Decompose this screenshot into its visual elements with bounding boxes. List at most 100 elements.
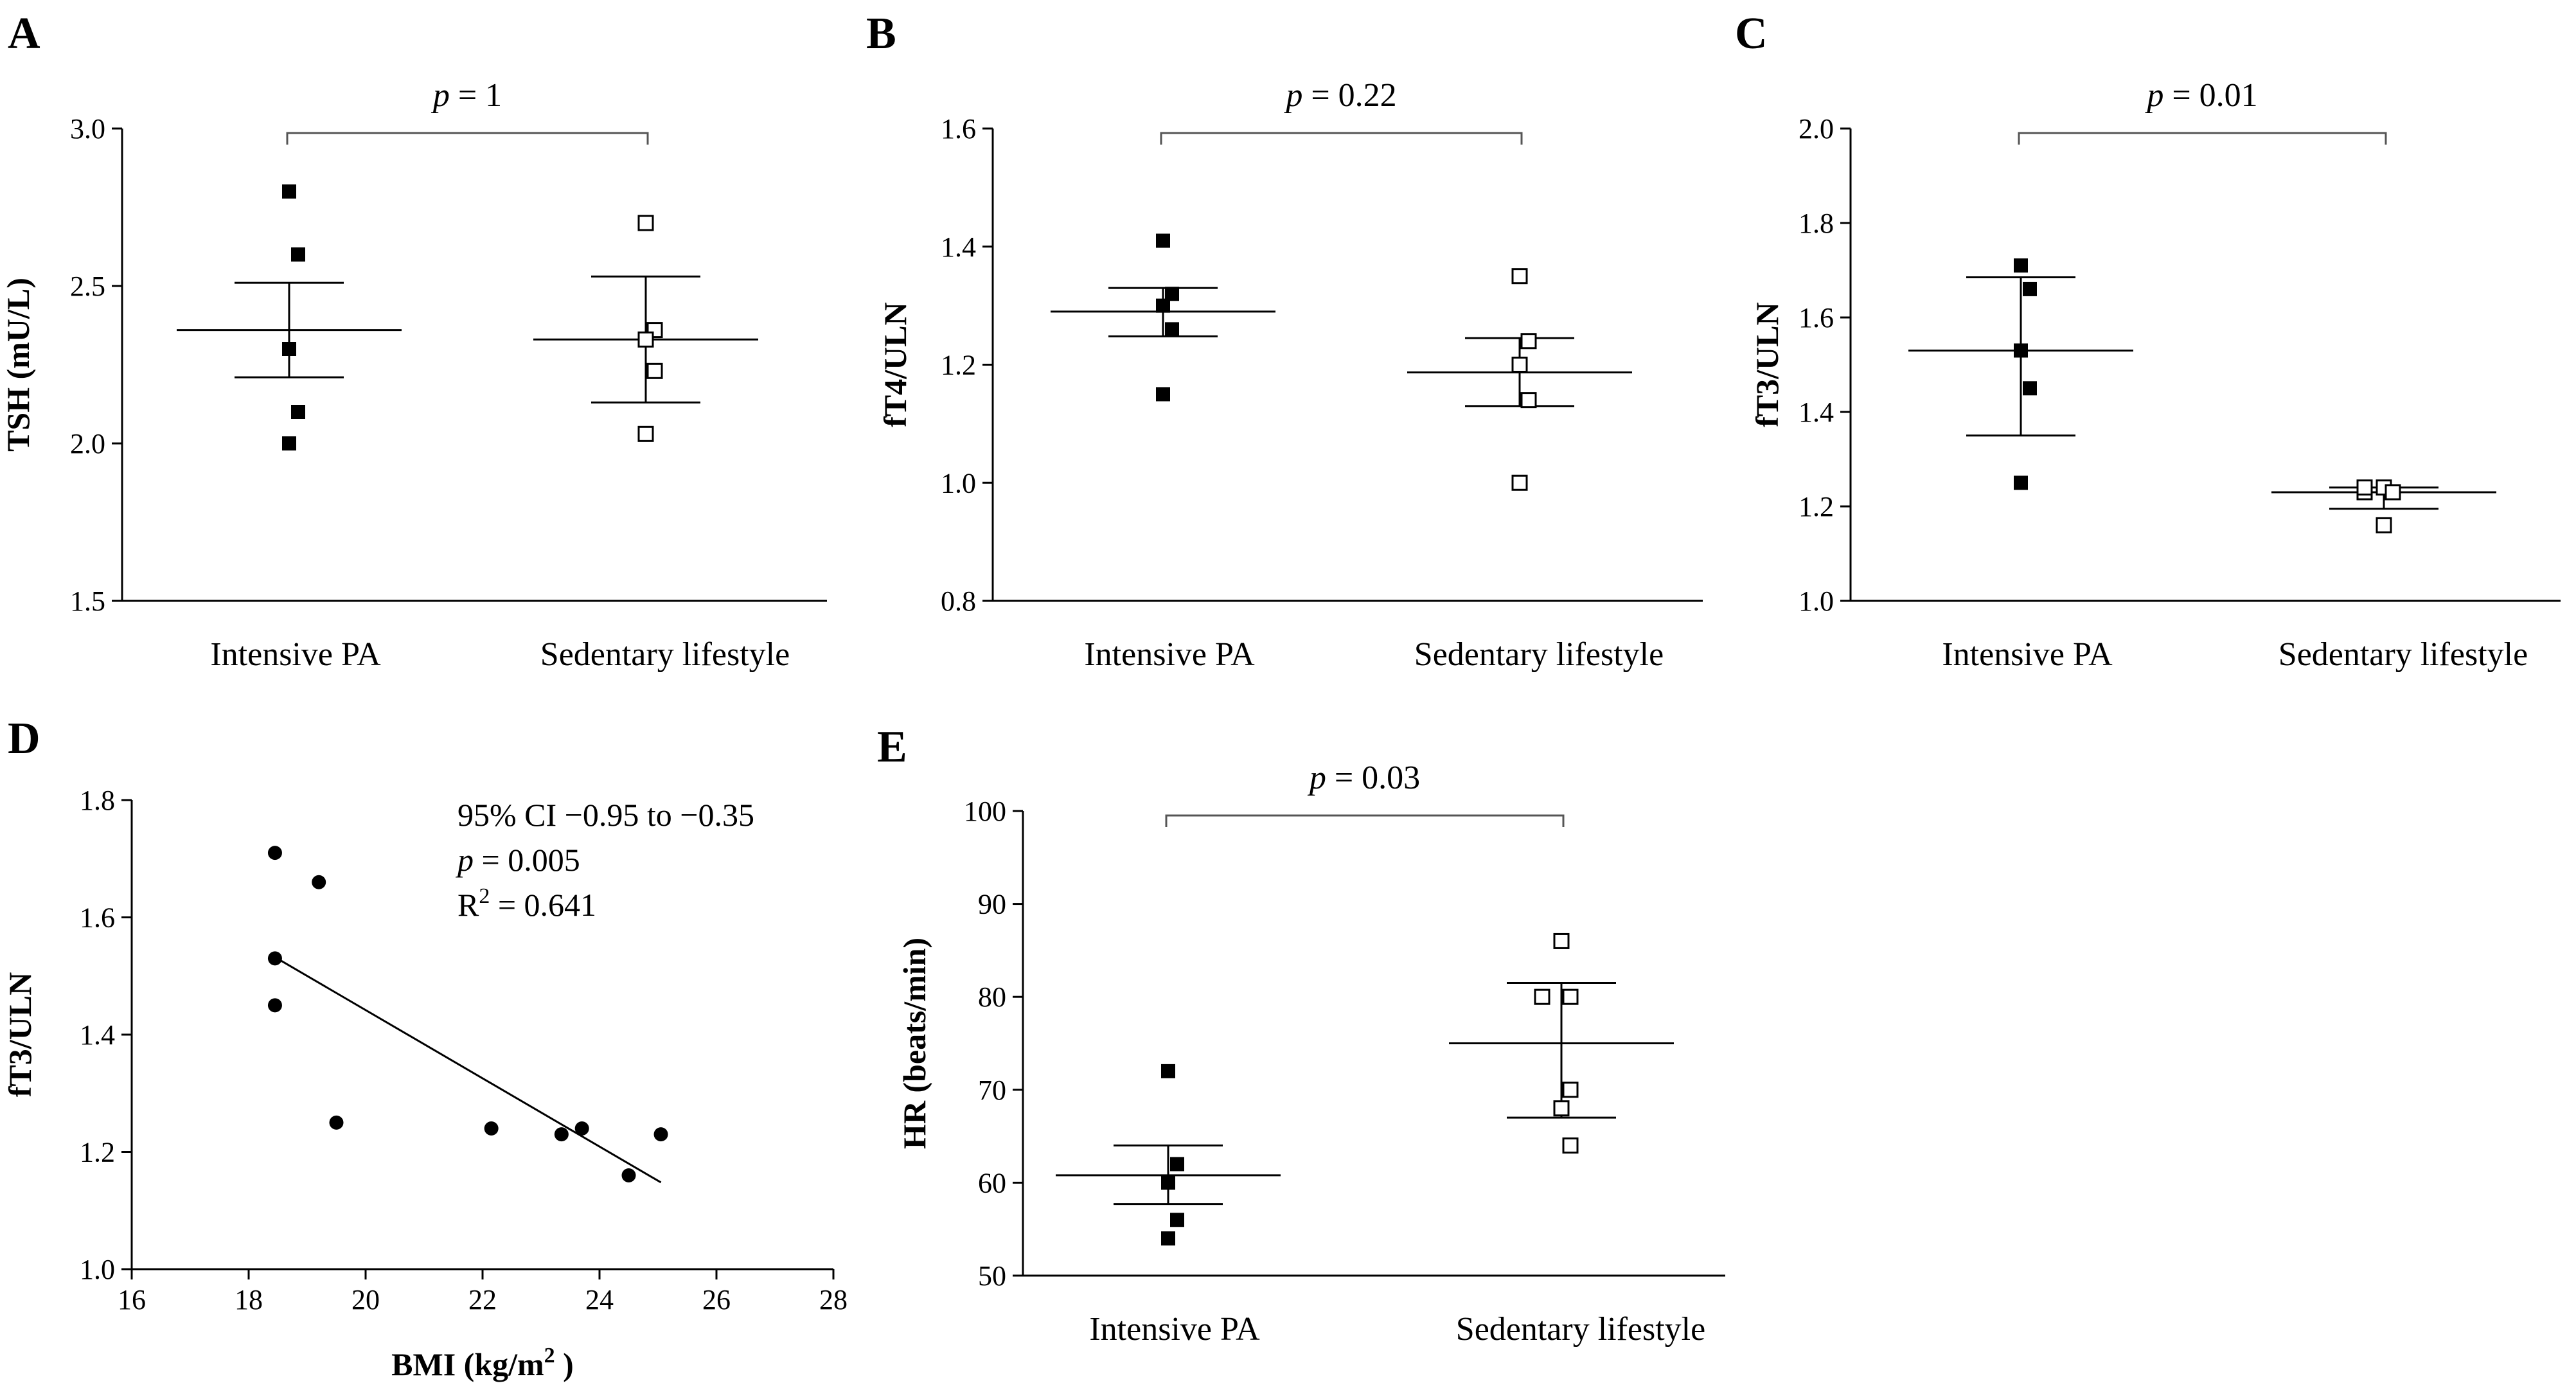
data-point <box>621 1168 636 1182</box>
y-tick-label: 1.2 <box>80 1137 115 1168</box>
category-label: Sedentary lifestyle <box>540 636 790 673</box>
data-point <box>1520 392 1537 409</box>
data-point <box>1170 1157 1184 1172</box>
x-tick-label: 24 <box>585 1284 614 1315</box>
data-point <box>1562 1082 1579 1098</box>
x-tick-label: 20 <box>351 1284 380 1315</box>
data-point <box>1520 333 1537 350</box>
data-point <box>2014 343 2028 358</box>
data-point <box>646 362 663 379</box>
data-point <box>1170 1213 1184 1227</box>
data-point <box>1534 988 1550 1005</box>
x-tick-label: 26 <box>702 1284 731 1315</box>
x-tick-label: 16 <box>118 1284 146 1315</box>
regression-line <box>271 954 662 1184</box>
y-tick-label: 1.0 <box>80 1254 115 1285</box>
category-label: Intensive PA <box>1089 1311 1260 1348</box>
data-point <box>291 247 305 262</box>
data-point <box>484 1121 499 1136</box>
data-point <box>1511 357 1528 373</box>
data-point <box>282 342 296 356</box>
panel-d: D 1.0 1.2 1.4 1.6 1.8 fT3/ULN 16 18 20 22 24 26 28 BMI… <box>2 714 848 1382</box>
y-tick-label: 1.2 <box>941 350 976 381</box>
x-tick-label: 18 <box>235 1284 263 1315</box>
data-point <box>2376 517 2392 533</box>
data-point <box>653 1127 668 1142</box>
panel-b: B 0.8 1.0 1.2 1.4 1.6 fT4/ULN Intensive PA Seden… <box>866 9 1703 673</box>
data-point <box>1553 932 1570 949</box>
y-tick-label: 2.5 <box>70 271 105 302</box>
y-axis-label: fT4/ULN <box>877 302 913 427</box>
y-tick-label: 2.0 <box>70 428 105 459</box>
y-axis-label: TSH (mU/L) <box>0 278 36 452</box>
data-point <box>637 425 654 442</box>
series-sedentary <box>2271 479 2496 533</box>
series-intensive-pa <box>1908 258 2133 490</box>
x-tick-label: 28 <box>819 1284 848 1315</box>
data-point <box>574 1121 589 1136</box>
data-point <box>2023 281 2037 296</box>
panel-c: C 1.0 1.2 1.4 1.6 1.8 2.0 fT3/ULN Intensive PA Se… <box>1735 9 2561 673</box>
p-value-label: p = 0.22 <box>1283 77 1396 114</box>
data-point <box>312 875 326 889</box>
panel-label: E <box>877 722 907 772</box>
panel-label: A <box>8 9 40 58</box>
p-value-label: p = 0.01 <box>2144 77 2257 114</box>
y-axis-label: fT3/ULN <box>1749 302 1785 427</box>
data-point <box>1511 268 1528 285</box>
y-tick-label: 1.4 <box>941 231 976 263</box>
category-label: Sedentary lifestyle <box>1414 636 1664 673</box>
data-point <box>1156 387 1170 402</box>
data-point <box>637 215 654 231</box>
data-point <box>2385 484 2401 501</box>
series-intensive-pa <box>177 184 402 450</box>
data-point <box>1562 1137 1579 1154</box>
data-point <box>2014 476 2028 490</box>
series-sedentary <box>1449 932 1674 1154</box>
data-point <box>1511 474 1528 491</box>
x-axis-label: BMI (kg/m2 ) <box>391 1344 574 1382</box>
data-point <box>1156 298 1170 313</box>
series-sedentary <box>1407 268 1632 491</box>
significance-bracket <box>1165 814 1565 827</box>
x-tick-label: 22 <box>468 1284 497 1315</box>
category-label: Intensive PA <box>1942 636 2113 673</box>
y-tick-label: 1.8 <box>80 785 115 816</box>
data-point <box>1553 1100 1570 1117</box>
data-point <box>1161 1175 1175 1190</box>
y-tick-label: 1.6 <box>941 113 976 145</box>
category-label: Intensive PA <box>210 636 381 673</box>
y-tick-label: 1.0 <box>941 467 976 499</box>
y-tick-label: 90 <box>978 889 1006 920</box>
y-tick-label: 70 <box>978 1074 1006 1106</box>
data-point <box>1156 233 1170 248</box>
data-point <box>291 405 305 419</box>
panel-a: A 1.5 2.0 2.5 3.0 TSH (mU/L) Intensive PA Seden… <box>0 9 827 673</box>
panel-label: C <box>1735 9 1768 58</box>
data-point <box>637 331 654 348</box>
y-tick-label: 1.4 <box>1799 397 1834 428</box>
data-point <box>282 436 296 450</box>
ci-annotation: 95% CI −0.95 to −0.35 <box>457 797 754 833</box>
y-tick-label: 1.8 <box>1799 208 1834 239</box>
significance-bracket <box>1160 132 1523 145</box>
data-point <box>282 184 296 199</box>
y-tick-label: 1.0 <box>1799 585 1834 617</box>
significance-bracket <box>2018 132 2387 145</box>
y-axis-label: fT3/ULN <box>2 972 38 1097</box>
category-label: Intensive PA <box>1084 636 1255 673</box>
data-point <box>1165 287 1179 301</box>
data-point <box>1161 1064 1175 1078</box>
y-tick-label: 0.8 <box>941 585 976 617</box>
r-squared-annotation: R2 = 0.641 <box>457 884 596 923</box>
p-value-label: p = 1 <box>431 77 502 114</box>
data-point <box>329 1115 344 1130</box>
data-point <box>267 846 282 860</box>
y-axis-label: HR (beats/min) <box>896 938 932 1149</box>
category-label: Sedentary lifestyle <box>2278 636 2528 673</box>
y-tick-label: 80 <box>978 981 1006 1013</box>
data-point <box>1165 322 1179 337</box>
y-tick-label: 50 <box>978 1260 1006 1292</box>
data-point <box>2014 258 2028 273</box>
